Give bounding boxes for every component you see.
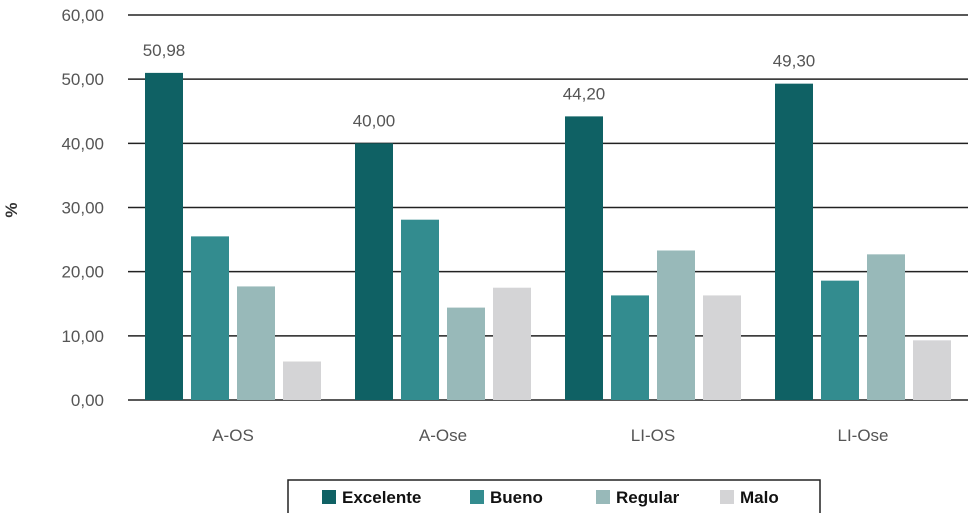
bar-malo-a-ose (493, 287, 531, 400)
legend-swatch-regular (596, 490, 610, 504)
y-axis-ticks: 0,00 10,00 20,00 30,00 40,00 50,00 60,00 (61, 6, 104, 410)
legend-label-excelente: Excelente (342, 488, 421, 507)
bar-bueno-a-os (191, 236, 229, 400)
data-label: 44,20 (563, 84, 606, 103)
bar-bueno-a-ose (401, 219, 439, 400)
y-tick-label: 30,00 (61, 199, 104, 218)
bar-regular-li-os (657, 250, 695, 400)
x-tick-label: LI-Ose (837, 426, 888, 445)
bar-excelente-a-ose (355, 143, 393, 401)
bar-excelente-li-os (565, 116, 603, 400)
legend-swatch-malo (720, 490, 734, 504)
bar-bueno-li-os (611, 295, 649, 400)
y-tick-label: 40,00 (61, 134, 104, 153)
y-tick-label: 0,00 (71, 391, 104, 410)
bars (145, 72, 951, 401)
x-tick-label: A-OS (212, 426, 254, 445)
legend-label-regular: Regular (616, 488, 680, 507)
legend-label-malo: Malo (740, 488, 779, 507)
bar-excelente-li-ose (775, 83, 813, 401)
bar-malo-li-os (703, 295, 741, 400)
data-label: 49,30 (773, 52, 816, 71)
y-tick-label: 10,00 (61, 327, 104, 346)
legend-swatch-bueno (470, 490, 484, 504)
x-tick-label: A-Ose (419, 426, 467, 445)
bar-malo-a-os (283, 361, 321, 400)
legend-label-bueno: Bueno (490, 488, 543, 507)
x-tick-label: LI-OS (631, 426, 675, 445)
bar-malo-li-ose (913, 340, 951, 400)
bar-regular-a-ose (447, 307, 485, 400)
bar-regular-a-os (237, 286, 275, 400)
y-tick-label: 60,00 (61, 6, 104, 25)
legend: Excelente Bueno Regular Malo (287, 479, 821, 513)
y-tick-label: 50,00 (61, 70, 104, 89)
bar-bueno-li-ose (821, 280, 859, 400)
y-axis-title: % (2, 202, 21, 217)
y-tick-label: 20,00 (61, 263, 104, 282)
bar-regular-li-ose (867, 254, 905, 400)
data-labels: 50,98 40,00 44,20 49,30 (143, 41, 816, 130)
x-axis-ticks: A-OS A-Ose LI-OS LI-Ose (212, 426, 888, 445)
data-label: 50,98 (143, 41, 186, 60)
legend-swatch-excelente (322, 490, 336, 504)
bar-excelente-a-os (145, 72, 183, 401)
data-label: 40,00 (353, 111, 396, 130)
